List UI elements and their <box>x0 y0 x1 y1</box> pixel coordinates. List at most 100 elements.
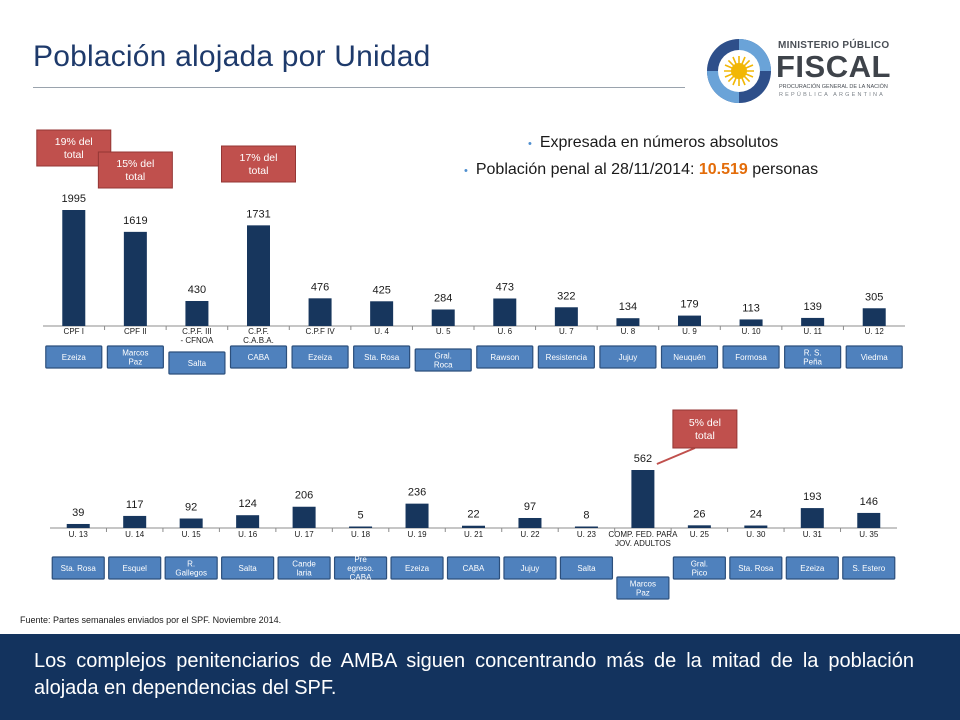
location-box <box>291 345 349 369</box>
data-label: 124 <box>238 498 256 510</box>
location-label: CABA <box>248 353 270 362</box>
category-label: U. 35 <box>859 530 879 539</box>
category-label-line: U. 19 <box>407 530 427 539</box>
bar <box>800 508 824 528</box>
bar <box>857 512 881 528</box>
bar <box>66 523 90 528</box>
ministerio-publico-fiscal-logo: MINISTERIO PÚBLICO FISCAL PROCURACIÓN GE… <box>704 36 890 106</box>
location-box <box>414 348 472 372</box>
location-label: Gral. Roca <box>434 352 453 370</box>
category-label-line: U. 11 <box>803 327 822 336</box>
location-box <box>108 556 162 580</box>
category-label: U. 23 <box>577 530 597 539</box>
category-label: COMP. FED. PARA JOV. ADULTOS <box>608 530 678 548</box>
data-label: 97 <box>524 501 536 513</box>
category-label: U. 7 <box>559 327 574 336</box>
data-label: 473 <box>496 281 514 293</box>
data-label: 134 <box>619 301 637 313</box>
location-label-line: Formosa <box>735 353 767 362</box>
location-label: Gral. Pico <box>691 560 708 578</box>
bar <box>349 526 373 528</box>
location-label: CABA <box>463 564 485 573</box>
bar <box>179 518 203 528</box>
category-label-line: U. 6 <box>497 327 512 336</box>
location-label-line: Marcos <box>122 349 148 358</box>
location-label-line: Peña <box>803 358 822 367</box>
location-label: Jujuy <box>521 564 540 573</box>
location-box <box>842 556 896 580</box>
location-box <box>672 556 726 580</box>
category-label-line: U. 14 <box>125 530 145 539</box>
location-box <box>660 345 719 369</box>
location-label-line: Jujuy <box>619 353 638 362</box>
sun-emblem-icon <box>707 39 771 103</box>
location-box <box>446 556 501 580</box>
location-label-line: Salta <box>188 359 207 368</box>
bar <box>554 307 578 326</box>
bar <box>574 526 598 528</box>
bar <box>493 298 517 326</box>
location-label: Resistencia <box>546 353 588 362</box>
category-label-line: COMP. FED. PARA <box>608 530 678 539</box>
data-label: 1619 <box>123 215 147 227</box>
data-label: 139 <box>803 301 821 313</box>
bar <box>616 318 640 326</box>
location-box <box>353 345 411 369</box>
location-label: Sta. Rosa <box>738 564 774 573</box>
bar <box>518 517 542 528</box>
location-label-line: laria <box>297 569 313 578</box>
location-box <box>537 345 595 369</box>
data-label: 39 <box>72 507 84 519</box>
location-label-line: CABA <box>350 573 372 582</box>
category-label: U. 5 <box>436 327 451 336</box>
location-box <box>616 576 670 600</box>
category-label: C.P.F IV <box>305 327 335 336</box>
bar <box>292 506 316 528</box>
category-label-line: U. 23 <box>577 530 597 539</box>
category-label: U. 16 <box>238 530 258 539</box>
category-label-line: U. 4 <box>374 327 389 336</box>
category-label: U. 22 <box>520 530 540 539</box>
callout-text-line: total <box>125 171 145 183</box>
category-label: U. 17 <box>295 530 315 539</box>
data-label: 236 <box>408 487 426 499</box>
location-label-line: Paz <box>636 589 650 598</box>
location-label: Neuquén <box>673 353 705 362</box>
location-label-line: Ezeiza <box>800 564 825 573</box>
location-label-line: R. <box>187 560 195 569</box>
location-label: Ezeiza <box>800 564 825 573</box>
location-label-line: Ezeiza <box>62 353 87 362</box>
category-label-line: C.A.B.A. <box>243 336 274 345</box>
category-label-line: - CFNOA <box>180 336 214 345</box>
location-box <box>221 556 275 580</box>
bar <box>687 525 711 528</box>
category-label: CPF I <box>64 327 84 336</box>
location-box <box>784 345 842 369</box>
location-box <box>168 351 226 375</box>
category-label-line: U. 7 <box>559 327 574 336</box>
location-box <box>164 556 218 580</box>
location-box <box>559 556 614 580</box>
category-label-line: U. 31 <box>803 530 823 539</box>
callout-box <box>97 151 173 189</box>
data-label: 26 <box>693 508 705 520</box>
category-label: U. 15 <box>182 530 202 539</box>
location-label: Ezeiza <box>62 353 87 362</box>
location-label-line: Esquel <box>122 564 147 573</box>
bar <box>247 225 270 326</box>
location-label-line: Paz <box>128 358 142 367</box>
data-label: 284 <box>434 292 452 304</box>
location-label-line: Jujuy <box>521 564 540 573</box>
location-label-line: Gallegos <box>175 569 207 578</box>
location-label-line: Gral. <box>691 560 708 569</box>
data-label: 8 <box>583 510 589 522</box>
data-label: 24 <box>750 509 762 521</box>
category-label: CPF II <box>124 327 147 336</box>
bullet-population: • Población penal al 28/11/2014: 10.519 p… <box>464 161 819 178</box>
location-label: S. Estero <box>852 564 885 573</box>
category-label: U. 11 <box>803 327 822 336</box>
data-label: 322 <box>557 290 575 302</box>
callout-box <box>221 145 296 183</box>
location-label-line: Cande <box>292 560 316 569</box>
